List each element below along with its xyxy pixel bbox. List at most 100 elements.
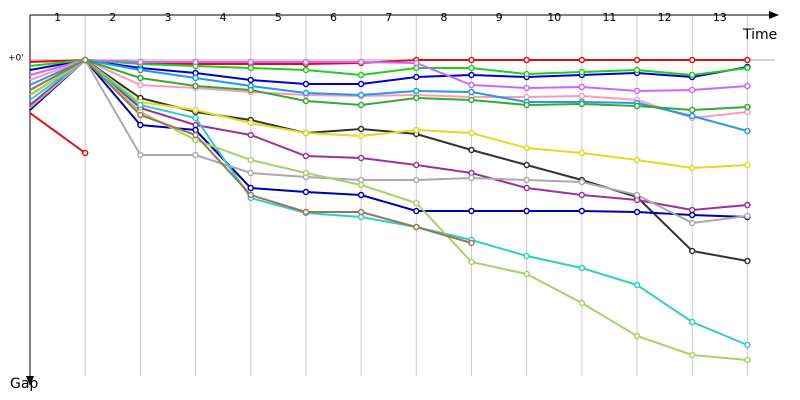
x-tick-label: 2 (109, 11, 116, 24)
point (633, 208, 641, 216)
point (688, 164, 696, 172)
x-axis-label: Time (742, 27, 777, 43)
point (468, 96, 475, 104)
point (302, 66, 310, 74)
series-line (29, 58, 748, 212)
point (633, 87, 641, 95)
point (523, 176, 530, 184)
point (744, 356, 751, 364)
point (578, 83, 586, 91)
point (633, 332, 641, 340)
x-tick-label: 12 (658, 11, 672, 24)
point (744, 257, 751, 265)
point (302, 97, 310, 105)
point (413, 161, 420, 169)
y-axis-label: Gap (10, 376, 38, 392)
point (302, 80, 310, 88)
y-tick-label: +0' (8, 54, 24, 64)
point (413, 59, 420, 67)
plot (29, 56, 751, 364)
series-line (29, 58, 748, 170)
point (523, 161, 530, 169)
point (192, 131, 199, 139)
point (81, 149, 89, 157)
point (413, 94, 420, 102)
point (633, 56, 641, 64)
point (523, 144, 530, 152)
point (302, 58, 310, 66)
x-tick-label: 5 (275, 11, 282, 24)
point (523, 184, 530, 192)
point (137, 81, 144, 89)
point (413, 126, 420, 134)
point (413, 223, 420, 231)
x-tick-label: 13 (713, 11, 727, 24)
point (137, 111, 144, 119)
point (192, 151, 199, 159)
point (357, 154, 365, 162)
series-line (29, 58, 748, 112)
point (744, 103, 751, 111)
point (192, 106, 199, 114)
point (468, 239, 475, 247)
point (357, 80, 365, 88)
point (578, 100, 586, 108)
point (523, 70, 530, 78)
x-tick-label: 1 (54, 11, 61, 24)
point (192, 74, 199, 82)
x-tick-label: 7 (385, 11, 392, 24)
point (302, 208, 310, 216)
point (523, 84, 530, 92)
point (192, 114, 199, 122)
point (688, 318, 696, 326)
point (413, 73, 420, 81)
point (357, 132, 365, 140)
point (302, 129, 310, 137)
point (357, 91, 365, 99)
point (468, 258, 475, 266)
series-line (29, 58, 748, 120)
point (578, 191, 586, 199)
point (247, 156, 254, 164)
point (578, 149, 586, 157)
series-line (29, 58, 748, 93)
x-tick-label: 11 (602, 11, 616, 24)
point (137, 74, 144, 82)
point (247, 58, 254, 66)
point (633, 281, 641, 289)
point (688, 112, 696, 120)
x-tick-label: 3 (164, 11, 171, 24)
x-tick-label: 4 (220, 11, 227, 24)
point (357, 181, 365, 189)
point (357, 125, 365, 133)
point (302, 188, 310, 196)
point (247, 76, 254, 84)
point (357, 101, 365, 109)
point (247, 119, 254, 127)
point (688, 211, 696, 219)
point (523, 252, 530, 260)
point (578, 178, 586, 186)
point (468, 207, 475, 215)
x-tick-label: 10 (547, 11, 561, 24)
x-tick-label: 8 (440, 11, 447, 24)
point (744, 56, 751, 64)
series-line (29, 112, 86, 154)
point (468, 64, 475, 72)
point (578, 56, 586, 64)
point (578, 92, 586, 100)
series-line (29, 58, 748, 225)
point (744, 341, 751, 349)
point (523, 270, 530, 278)
point (744, 212, 751, 220)
point (357, 191, 365, 199)
point (247, 191, 254, 199)
point (688, 71, 696, 79)
point (578, 299, 586, 307)
series-line (29, 58, 748, 361)
point (413, 207, 420, 215)
point (633, 191, 641, 199)
point (468, 129, 475, 137)
point (744, 64, 751, 72)
point (688, 86, 696, 94)
